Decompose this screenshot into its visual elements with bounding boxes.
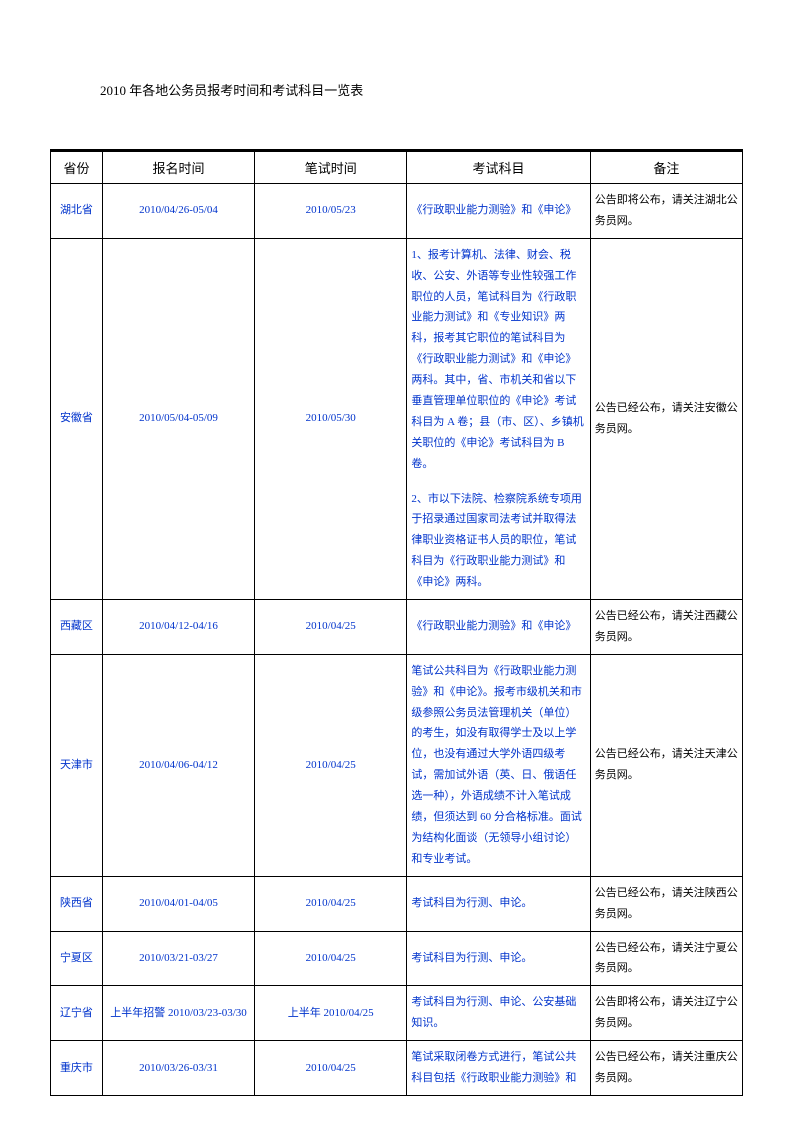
cell-remark: 公告已经公布，请关注宁夏公务员网。 xyxy=(590,931,742,986)
cell-remark: 公告即将公布，请关注辽宁公务员网。 xyxy=(590,986,742,1041)
cell-province[interactable]: 辽宁省 xyxy=(51,986,103,1041)
cell-exam-time: 2010/05/23 xyxy=(255,184,407,239)
cell-reg-time: 2010/04/01-04/05 xyxy=(102,876,254,931)
cell-exam-time: 2010/04/25 xyxy=(255,876,407,931)
cell-subject: 1、报考计算机、法律、财会、税收、公安、外语等专业性较强工作职位的人员，笔试科目… xyxy=(407,238,590,599)
header-province: 省份 xyxy=(51,151,103,184)
cell-subject: 考试科目为行测、申论、公安基础知识。 xyxy=(407,986,590,1041)
table-row: 天津市2010/04/06-04/122010/04/25笔试公共科目为《行政职… xyxy=(51,654,743,876)
cell-reg-time: 2010/04/06-04/12 xyxy=(102,654,254,876)
cell-reg-time: 2010/03/21-03/27 xyxy=(102,931,254,986)
cell-exam-time: 上半年 2010/04/25 xyxy=(255,986,407,1041)
exam-schedule-table: 省份 报名时间 笔试时间 考试科目 备注 湖北省2010/04/26-05/04… xyxy=(50,149,743,1096)
header-exam-time: 笔试时间 xyxy=(255,151,407,184)
header-remark: 备注 xyxy=(590,151,742,184)
cell-province[interactable]: 宁夏区 xyxy=(51,931,103,986)
cell-remark: 公告即将公布，请关注湖北公务员网。 xyxy=(590,184,742,239)
header-reg-time: 报名时间 xyxy=(102,151,254,184)
cell-remark: 公告已经公布，请关注重庆公务员网。 xyxy=(590,1041,742,1096)
cell-exam-time: 2010/04/25 xyxy=(255,931,407,986)
cell-province[interactable]: 安徽省 xyxy=(51,238,103,599)
table-row: 陕西省2010/04/01-04/052010/04/25考试科目为行测、申论。… xyxy=(51,876,743,931)
page-title: 2010 年各地公务员报考时间和考试科目一览表 xyxy=(100,80,743,99)
cell-subject: 笔试采取闭卷方式进行，笔试公共科目包括《行政职业能力测验》和 xyxy=(407,1041,590,1096)
table-row: 安徽省2010/05/04-05/092010/05/301、报考计算机、法律、… xyxy=(51,238,743,599)
cell-exam-time: 2010/04/25 xyxy=(255,654,407,876)
cell-remark: 公告已经公布，请关注陕西公务员网。 xyxy=(590,876,742,931)
table-row: 重庆市2010/03/26-03/312010/04/25笔试采取闭卷方式进行，… xyxy=(51,1041,743,1096)
cell-subject: 《行政职业能力测验》和《申论》 xyxy=(407,184,590,239)
cell-province[interactable]: 重庆市 xyxy=(51,1041,103,1096)
cell-remark: 公告已经公布，请关注安徽公务员网。 xyxy=(590,238,742,599)
page-container: 2010 年各地公务员报考时间和考试科目一览表 省份 报名时间 笔试时间 考试科… xyxy=(0,0,793,1116)
cell-exam-time: 2010/04/25 xyxy=(255,600,407,655)
cell-remark: 公告已经公布，请关注西藏公务员网。 xyxy=(590,600,742,655)
table-row: 辽宁省上半年招警 2010/03/23-03/30上半年 2010/04/25考… xyxy=(51,986,743,1041)
cell-exam-time: 2010/04/25 xyxy=(255,1041,407,1096)
cell-reg-time: 2010/04/26-05/04 xyxy=(102,184,254,239)
cell-subject: 考试科目为行测、申论。 xyxy=(407,931,590,986)
table-header: 省份 报名时间 笔试时间 考试科目 备注 xyxy=(51,151,743,184)
cell-exam-time: 2010/05/30 xyxy=(255,238,407,599)
cell-reg-time: 2010/04/12-04/16 xyxy=(102,600,254,655)
cell-reg-time: 上半年招警 2010/03/23-03/30 xyxy=(102,986,254,1041)
cell-subject: 考试科目为行测、申论。 xyxy=(407,876,590,931)
cell-reg-time: 2010/05/04-05/09 xyxy=(102,238,254,599)
header-subject: 考试科目 xyxy=(407,151,590,184)
cell-province[interactable]: 湖北省 xyxy=(51,184,103,239)
table-row: 宁夏区2010/03/21-03/272010/04/25考试科目为行测、申论。… xyxy=(51,931,743,986)
cell-subject: 笔试公共科目为《行政职业能力测验》和《申论》。报考市级机关和市级参照公务员法管理… xyxy=(407,654,590,876)
table-body: 湖北省2010/04/26-05/042010/05/23《行政职业能力测验》和… xyxy=(51,184,743,1096)
cell-remark: 公告已经公布，请关注天津公务员网。 xyxy=(590,654,742,876)
cell-subject: 《行政职业能力测验》和《申论》 xyxy=(407,600,590,655)
cell-province[interactable]: 天津市 xyxy=(51,654,103,876)
cell-reg-time: 2010/03/26-03/31 xyxy=(102,1041,254,1096)
cell-province[interactable]: 西藏区 xyxy=(51,600,103,655)
table-row: 湖北省2010/04/26-05/042010/05/23《行政职业能力测验》和… xyxy=(51,184,743,239)
cell-province[interactable]: 陕西省 xyxy=(51,876,103,931)
table-row: 西藏区2010/04/12-04/162010/04/25《行政职业能力测验》和… xyxy=(51,600,743,655)
